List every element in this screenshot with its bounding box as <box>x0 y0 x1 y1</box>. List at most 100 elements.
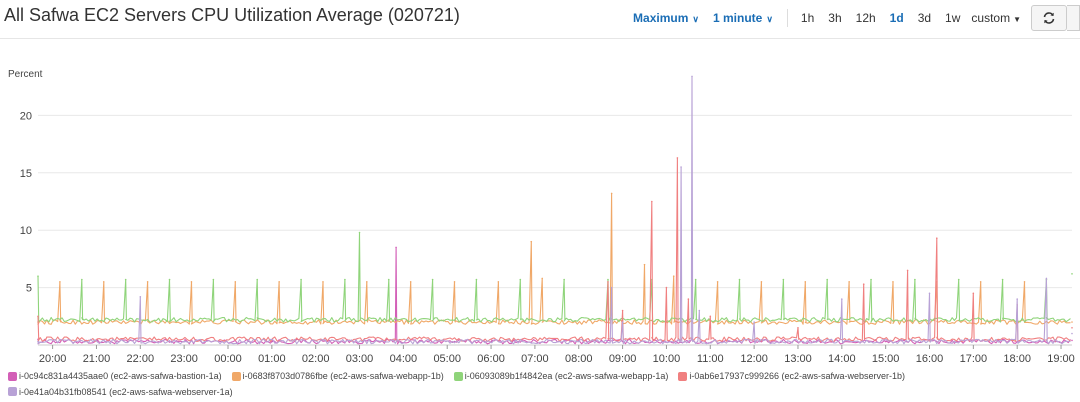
range-1w[interactable]: 1w <box>945 11 961 25</box>
x-tick-label: 09:00 <box>609 353 637 365</box>
range-1d[interactable]: 1d <box>889 11 904 25</box>
series-point <box>1071 332 1073 335</box>
refresh-options-button[interactable] <box>1067 5 1080 31</box>
legend-label: i-0ab6e17937c999266 (ec2-aws-safwa-webse… <box>689 371 906 381</box>
series-point <box>212 278 215 281</box>
legend-item[interactable]: i-06093089b1f4842ea (ec2-aws-safwa-webap… <box>453 369 668 383</box>
series-point <box>804 281 807 283</box>
legend-item[interactable]: i-0e41a04b31fb08541 (ec2-aws-safwa-webse… <box>8 385 233 399</box>
series-point <box>691 75 693 78</box>
series-point <box>475 278 478 281</box>
series-point <box>972 292 975 295</box>
series-point <box>826 278 829 281</box>
series-point <box>81 278 83 281</box>
series-point <box>124 278 127 281</box>
series-point <box>431 278 434 281</box>
series-point <box>643 263 646 266</box>
series-point <box>1071 321 1073 323</box>
legend-swatch <box>453 371 463 381</box>
custom-range-dropdown[interactable]: custom ▼ <box>971 11 1021 25</box>
legend-swatch <box>678 371 688 381</box>
x-tick-label: 16:00 <box>916 353 944 365</box>
series-point <box>914 278 916 281</box>
chart-legend: i-0c94c831a4435aae0 (ec2-aws-safwa-basti… <box>8 369 1078 400</box>
x-tick-label: 19:00 <box>1047 353 1075 365</box>
y-axis-label: Percent <box>8 69 43 80</box>
series-point <box>183 340 185 343</box>
series-point <box>610 192 613 195</box>
custom-label: custom <box>971 11 1011 25</box>
legend-item[interactable]: i-0683f8703d0786fbe (ec2-aws-safwa-webap… <box>231 369 444 383</box>
range-12h[interactable]: 12h <box>855 11 876 25</box>
range-1h[interactable]: 1h <box>800 11 815 25</box>
y-tick-label: 15 <box>20 168 32 180</box>
chart-header: All Safwa EC2 Servers CPU Utilization Av… <box>0 0 1080 39</box>
cpu-utilization-chart: Percent 5 10 15 20 20:00 21:00 22:00 23:00 00:00 0… <box>8 69 1075 365</box>
series-line <box>37 231 1071 323</box>
series-point <box>1045 277 1048 280</box>
series-point <box>1023 281 1026 283</box>
x-tick-label: 17:00 <box>960 353 988 365</box>
statistic-dropdown[interactable]: Maximum ∨ <box>633 11 699 25</box>
series-point <box>651 200 653 203</box>
x-tick-label: 13:00 <box>784 353 812 365</box>
series-point <box>884 340 887 343</box>
series-point <box>936 237 938 240</box>
series-point <box>760 281 763 283</box>
series-point <box>687 298 690 300</box>
refresh-button[interactable] <box>1031 5 1067 31</box>
series-point <box>1001 278 1004 281</box>
series-point <box>979 281 982 283</box>
series-point <box>37 315 39 318</box>
chart-title: All Safwa EC2 Servers CPU Utilization Av… <box>4 5 460 25</box>
legend-label: i-0c94c831a4435aae0 (ec2-aws-safwa-basti… <box>19 371 222 381</box>
refresh-icon <box>1043 12 1055 24</box>
x-tick-label: 11:00 <box>697 353 724 365</box>
legend-label: i-0e41a04b31fb08541 (ec2-aws-safwa-webse… <box>19 386 233 397</box>
series-point <box>709 315 712 318</box>
period-dropdown[interactable]: 1 minute ∨ <box>713 11 773 25</box>
series-point <box>1071 339 1073 342</box>
series-point <box>37 275 39 277</box>
y-tick-label: 20 <box>20 110 32 122</box>
x-tick-label: 15:00 <box>872 353 900 365</box>
legend-item[interactable]: i-0ab6e17937c999266 (ec2-aws-safwa-webse… <box>678 369 905 383</box>
series-point <box>892 281 894 283</box>
series-point <box>190 281 193 283</box>
x-tick-label: 08:00 <box>565 353 593 365</box>
y-tick-label: 5 <box>26 283 32 295</box>
range-3d[interactable]: 3d <box>917 11 932 25</box>
x-tick-label: 10:00 <box>653 353 681 365</box>
x-tick-label: 02:00 <box>302 353 330 365</box>
x-tick-label: 05:00 <box>433 353 461 365</box>
series-point <box>680 166 682 168</box>
period-label: 1 minute <box>712 11 763 25</box>
divider <box>786 9 788 27</box>
series-point <box>278 281 280 283</box>
range-3h[interactable]: 3h <box>828 11 842 25</box>
series-point <box>234 281 237 283</box>
x-tick-label: 18:00 <box>1003 353 1031 365</box>
series-point <box>665 286 668 289</box>
x-tick-label: 22:00 <box>127 353 155 365</box>
series-point <box>621 309 624 312</box>
series-point <box>716 281 719 283</box>
series-point <box>453 281 456 283</box>
series-point <box>1016 298 1018 300</box>
series-point <box>102 281 105 283</box>
series-point <box>358 231 361 234</box>
series-point <box>607 278 609 281</box>
series-point <box>862 283 865 285</box>
x-tick-label: 20:00 <box>39 353 67 365</box>
legend-item[interactable]: i-0c94c831a4435aae0 (ec2-aws-safwa-basti… <box>8 369 222 383</box>
caret-down-icon: ▼ <box>1013 15 1021 24</box>
chart-controls: Maximum ∨ 1 minute ∨ 1h 3h 12h 1d 3d 1w cu… <box>633 5 1080 31</box>
series-point <box>782 278 785 281</box>
series-point <box>610 286 613 289</box>
x-tick-label: 23:00 <box>170 353 198 365</box>
series-point <box>698 309 701 312</box>
series-point <box>848 281 850 283</box>
x-tick-label: 21:00 <box>83 353 111 365</box>
series-point <box>672 275 675 277</box>
series-point <box>676 157 679 159</box>
